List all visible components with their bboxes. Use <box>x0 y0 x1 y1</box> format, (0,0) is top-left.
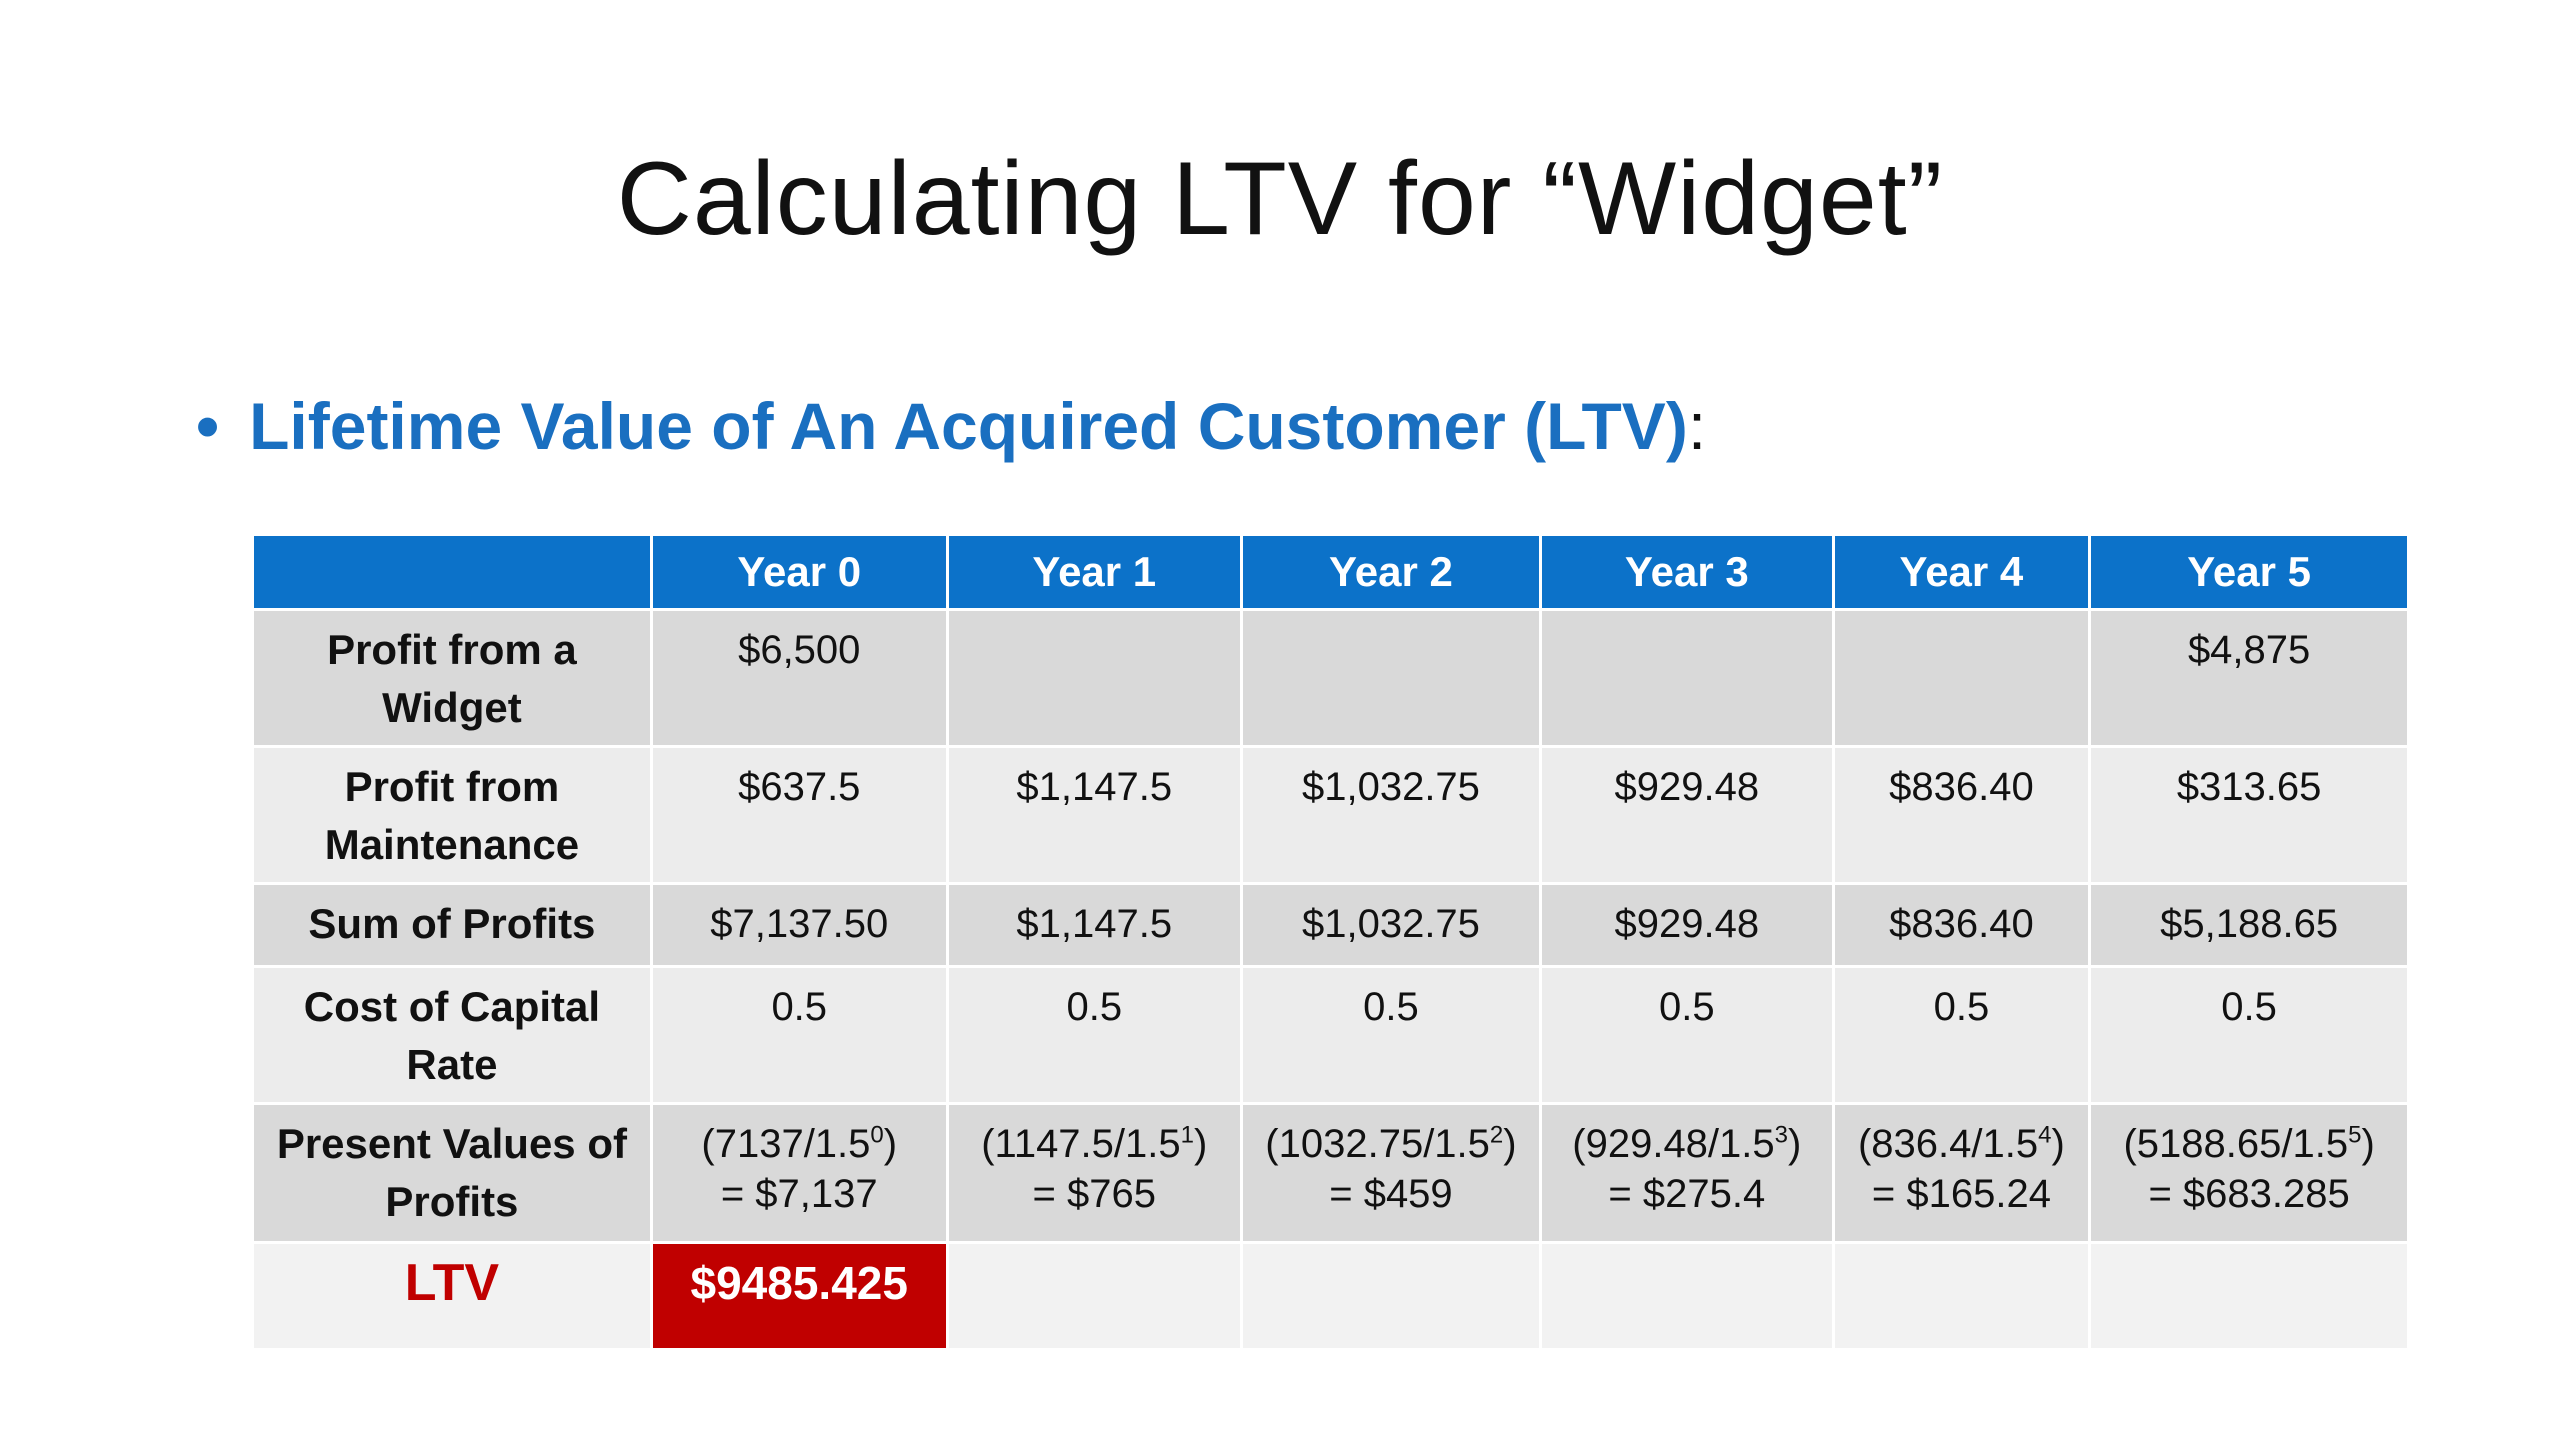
header-year-2: Year 2 <box>1239 533 1543 611</box>
header-year-1: Year 1 <box>945 533 1243 611</box>
pv-result: = $7,137 <box>720 1172 878 1216</box>
bullet-text: Lifetime Value of An Acquired Customer (… <box>249 389 1688 463</box>
table-row-profit-widget: Profit from a Widget $6,500 $4,875 <box>251 608 2410 748</box>
table-cell-empty <box>1831 1241 2092 1351</box>
table-cell <box>1539 608 1835 748</box>
pv-cell: (7137/1.50) = $7,137 <box>649 1102 949 1244</box>
bullet-colon: : <box>1687 389 1707 463</box>
bullet-line: • Lifetime Value of An Acquired Customer … <box>196 388 1706 464</box>
table-cell-empty <box>1239 1241 1543 1351</box>
table-row-profit-maintenance: Profit from Maintenance $637.5 $1,147.5 … <box>251 745 2410 885</box>
table-cell <box>945 608 1243 748</box>
pv-expression: (929.48/1.53) <box>1572 1121 1802 1166</box>
pv-cell: (1032.75/1.52) = $459 <box>1239 1102 1543 1244</box>
table-row-ltv: LTV $9485.425 <box>251 1241 2410 1351</box>
table-cell: $7,137.50 <box>649 882 949 968</box>
pv-cell: (929.48/1.53) = $275.4 <box>1539 1102 1835 1244</box>
slide-title: Calculating LTV for “Widget” <box>616 141 1944 257</box>
table-cell: $836.40 <box>1831 882 2092 968</box>
table-row-cost-capital: Cost of Capital Rate 0.5 0.5 0.5 0.5 0.5… <box>251 965 2410 1105</box>
pv-cell: (836.4/1.54) = $165.24 <box>1831 1102 2092 1244</box>
pv-result: = $683.285 <box>2148 1172 2350 1216</box>
table-cell: 0.5 <box>1539 965 1835 1105</box>
table-cell <box>1831 608 2092 748</box>
header-year-5: Year 5 <box>2088 533 2410 611</box>
table-cell-empty <box>1539 1241 1835 1351</box>
pv-cell: (5188.65/1.55) = $683.285 <box>2088 1102 2410 1244</box>
table-cell: $1,032.75 <box>1239 745 1543 885</box>
table-cell: $313.65 <box>2088 745 2410 885</box>
table-cell-empty <box>945 1241 1243 1351</box>
table-cell: $929.48 <box>1539 882 1835 968</box>
bullet-icon: • <box>196 389 220 463</box>
table-cell: $836.40 <box>1831 745 2092 885</box>
ltv-label: LTV <box>251 1241 653 1351</box>
table-cell: $1,147.5 <box>945 882 1243 968</box>
table-cell: $1,147.5 <box>945 745 1243 885</box>
pv-expression: (1032.75/1.52) <box>1265 1121 1517 1166</box>
table-cell: 0.5 <box>649 965 949 1105</box>
table-row-sum-profits: Sum of Profits $7,137.50 $1,147.5 $1,032… <box>251 882 2410 968</box>
ltv-table: Year 0 Year 1 Year 2 Year 3 Year 4 Year … <box>251 533 2410 1351</box>
row-label: Profit from Maintenance <box>251 745 653 885</box>
table-cell-empty <box>2088 1241 2410 1351</box>
pv-result: = $459 <box>1329 1172 1453 1216</box>
pv-expression: (5188.65/1.55) <box>2123 1121 2375 1166</box>
table-cell: $6,500 <box>649 608 949 748</box>
pv-result: = $275.4 <box>1608 1172 1766 1216</box>
row-label: Profit from a Widget <box>251 608 653 748</box>
pv-expression: (1147.5/1.51) <box>981 1121 1208 1166</box>
table-cell: $4,875 <box>2088 608 2410 748</box>
header-year-4: Year 4 <box>1831 533 2092 611</box>
pv-cell: (1147.5/1.51) = $765 <box>945 1102 1243 1244</box>
row-label: Sum of Profits <box>251 882 653 968</box>
header-year-3: Year 3 <box>1539 533 1835 611</box>
row-label: Cost of Capital Rate <box>251 965 653 1105</box>
table-cell: 0.5 <box>1831 965 2092 1105</box>
pv-expression: (7137/1.50) <box>701 1121 898 1166</box>
header-year-0: Year 0 <box>649 533 949 611</box>
row-label: Present Values of Profits <box>251 1102 653 1244</box>
header-cell-empty <box>251 533 653 611</box>
ltv-value: $9485.425 <box>649 1241 949 1351</box>
table-header-row: Year 0 Year 1 Year 2 Year 3 Year 4 Year … <box>251 533 2410 611</box>
table-cell: 0.5 <box>945 965 1243 1105</box>
table-cell: $637.5 <box>649 745 949 885</box>
table-cell: 0.5 <box>2088 965 2410 1105</box>
pv-expression: (836.4/1.54) <box>1857 1121 2065 1166</box>
pv-result: = $765 <box>1032 1172 1157 1216</box>
table-cell: $929.48 <box>1539 745 1835 885</box>
table-cell: $1,032.75 <box>1239 882 1543 968</box>
table-cell <box>1239 608 1543 748</box>
table-row-present-values: Present Values of Profits (7137/1.50) = $… <box>251 1102 2410 1244</box>
table-cell: $5,188.65 <box>2088 882 2410 968</box>
pv-result: = $165.24 <box>1871 1172 2051 1216</box>
table-cell: 0.5 <box>1239 965 1543 1105</box>
